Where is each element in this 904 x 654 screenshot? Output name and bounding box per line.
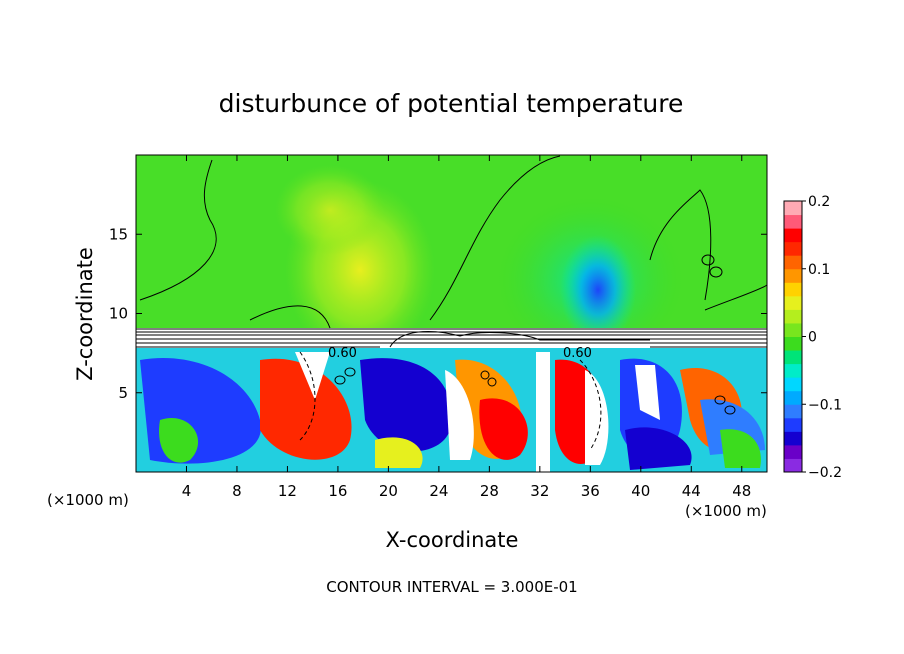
colorbar-ticks: 0.2 0.1 0 −0.1 −0.2 xyxy=(802,194,842,481)
y-tick-label: 15 xyxy=(109,225,128,243)
lower-layer xyxy=(136,348,767,472)
contour-labels: 0.60 0.60 xyxy=(328,346,592,361)
blob-green xyxy=(159,418,199,463)
blob-white-2 xyxy=(445,370,474,460)
warm-anomaly-2 xyxy=(275,165,385,255)
y-tick-label: 5 xyxy=(118,384,128,402)
colorbar-swatch xyxy=(784,444,802,459)
chart-title: disturbunce of potential temperature xyxy=(219,89,684,118)
colorbar-swatch xyxy=(784,336,802,351)
blob-white-4 xyxy=(635,365,660,420)
contour-label-right: 0.60 xyxy=(563,346,592,361)
colorbar-swatch xyxy=(784,228,802,243)
colorbar-swatch xyxy=(784,255,802,270)
blob-red-2 xyxy=(479,398,528,460)
blob-red xyxy=(260,358,352,460)
colorbar-swatch xyxy=(784,282,802,297)
x-tick-label: 16 xyxy=(328,482,347,500)
colorbar-swatch xyxy=(784,390,802,405)
colorbar-swatch xyxy=(784,268,802,283)
colorbar-swatch xyxy=(784,309,802,324)
x-tick-label: 24 xyxy=(429,482,448,500)
colorbar-swatch xyxy=(784,377,802,392)
x-unit-right: (×1000 m) xyxy=(685,502,767,520)
colorbar-swatch xyxy=(784,241,802,256)
cold-anomaly xyxy=(560,235,636,345)
y-tick-label: 10 xyxy=(109,305,128,323)
colorbar-swatch xyxy=(784,201,802,216)
colorbar-tick-label: −0.1 xyxy=(808,397,842,413)
x-tick-label: 44 xyxy=(682,482,701,500)
updraft-white xyxy=(536,352,550,472)
colorbar-tick-label: 0 xyxy=(808,330,817,346)
x-tick-label: 8 xyxy=(232,482,242,500)
colorbar-swatch xyxy=(784,295,802,310)
colorbar-swatch xyxy=(784,350,802,365)
colorbar-swatch xyxy=(784,322,802,337)
blob-navy-2 xyxy=(625,427,692,470)
x-tick-label: 20 xyxy=(379,482,398,500)
x-axis-ticks: 4 8 12 16 20 24 28 32 36 40 44 48 xyxy=(182,155,751,500)
y-axis-label: Z-coordinate xyxy=(73,247,97,381)
colorbar-swatch xyxy=(784,363,802,378)
x-tick-label: 36 xyxy=(581,482,600,500)
colorbar-swatch xyxy=(784,417,802,432)
y-axis-ticks: 5 10 15 xyxy=(109,225,767,402)
blob-green-2 xyxy=(720,429,761,468)
blob-yellow xyxy=(375,437,423,468)
x-tick-label: 40 xyxy=(631,482,650,500)
inversion-band xyxy=(136,328,767,348)
x-unit-left: (×1000 m) xyxy=(47,491,129,509)
blob-white xyxy=(295,352,330,400)
x-axis-label: X-coordinate xyxy=(386,528,519,552)
x-tick-label: 48 xyxy=(732,482,751,500)
plot-area: 0.60 0.60 xyxy=(136,155,767,472)
footer-note: CONTOUR INTERVAL = 3.000E-01 xyxy=(326,578,577,596)
colorbar-tick-label: 0.2 xyxy=(808,194,830,210)
blob-white-3 xyxy=(585,370,609,465)
contour-lines xyxy=(136,155,767,451)
colorbar-tick-label: −0.2 xyxy=(808,465,842,481)
colorbar-swatch xyxy=(784,431,802,446)
contour-label-left: 0.60 xyxy=(328,346,357,361)
x-tick-label: 28 xyxy=(480,482,499,500)
colorbar-swatch xyxy=(784,458,802,473)
colorbar-swatch xyxy=(784,404,802,419)
colorbar xyxy=(784,201,802,473)
x-tick-label: 4 xyxy=(182,482,192,500)
colorbar-swatch xyxy=(784,214,802,229)
blob-navy xyxy=(360,358,452,452)
x-tick-label: 12 xyxy=(278,482,297,500)
colorbar-tick-label: 0.1 xyxy=(808,262,830,278)
x-tick-label: 32 xyxy=(530,482,549,500)
